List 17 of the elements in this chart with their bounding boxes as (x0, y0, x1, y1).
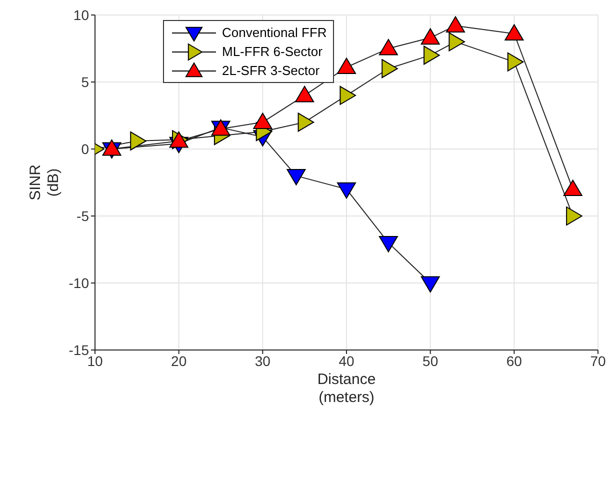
x-tick-label: 30 (254, 352, 271, 369)
y-tick-label: -5 (76, 208, 90, 224)
x-axis-title: Distance (meters) (317, 371, 376, 406)
y-tick-label: -10 (68, 274, 90, 291)
x-tick-label: 70 (590, 352, 606, 369)
legend-label: Conventional FFR (222, 25, 327, 40)
x-tick-label: 20 (171, 352, 187, 369)
x-tick-label: 40 (338, 352, 354, 369)
y-tick-label: 0 (81, 140, 90, 157)
y-tick-label: -15 (68, 342, 90, 358)
x-tick-label: 60 (506, 352, 522, 369)
legend-label: 2L-SFR 3-Sector (222, 63, 320, 78)
x-tick-label: 50 (422, 352, 438, 369)
y-tick-label: 10 (73, 6, 90, 23)
legend-label: ML-FFR 6-Sector (222, 44, 322, 59)
y-axis-title: SINR (dB) (27, 164, 62, 200)
y-tick-label: 5 (81, 74, 90, 90)
